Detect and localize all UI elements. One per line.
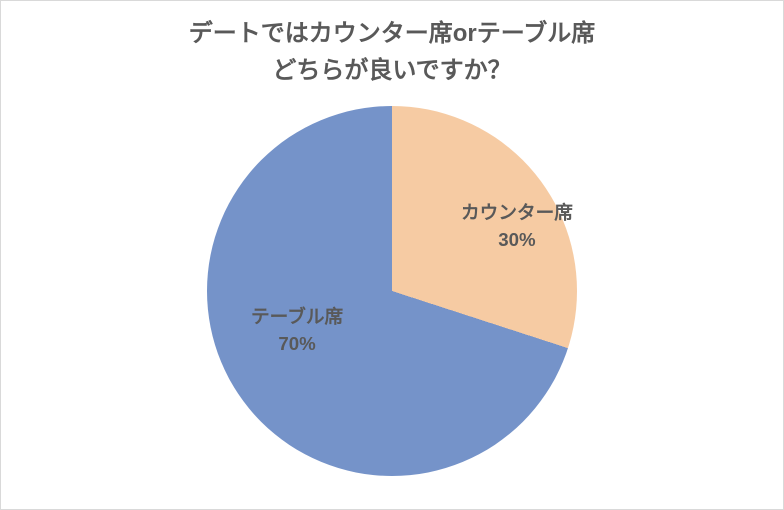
slice-label-counter: カウンター席 30% [461,199,573,253]
pie-chart-container: デートではカウンター席orテーブル席 どちらが良いですか？ カウンター席 30%… [0,0,784,510]
chart-title-line1: デートではカウンター席orテーブル席 [189,20,596,47]
slice-label-table: テーブル席 70% [251,303,343,357]
pie [207,106,577,476]
chart-title-line2: どちらが良いですか？ [272,57,511,84]
pie-wrap [207,106,577,476]
slice-label-table-name: テーブル席 [251,306,343,327]
chart-title: デートではカウンター席orテーブル席 どちらが良いですか？ [1,15,783,89]
slice-label-counter-name: カウンター席 [461,202,573,223]
slice-label-table-pct: 70% [278,333,315,354]
slice-label-counter-pct: 30% [498,229,535,250]
